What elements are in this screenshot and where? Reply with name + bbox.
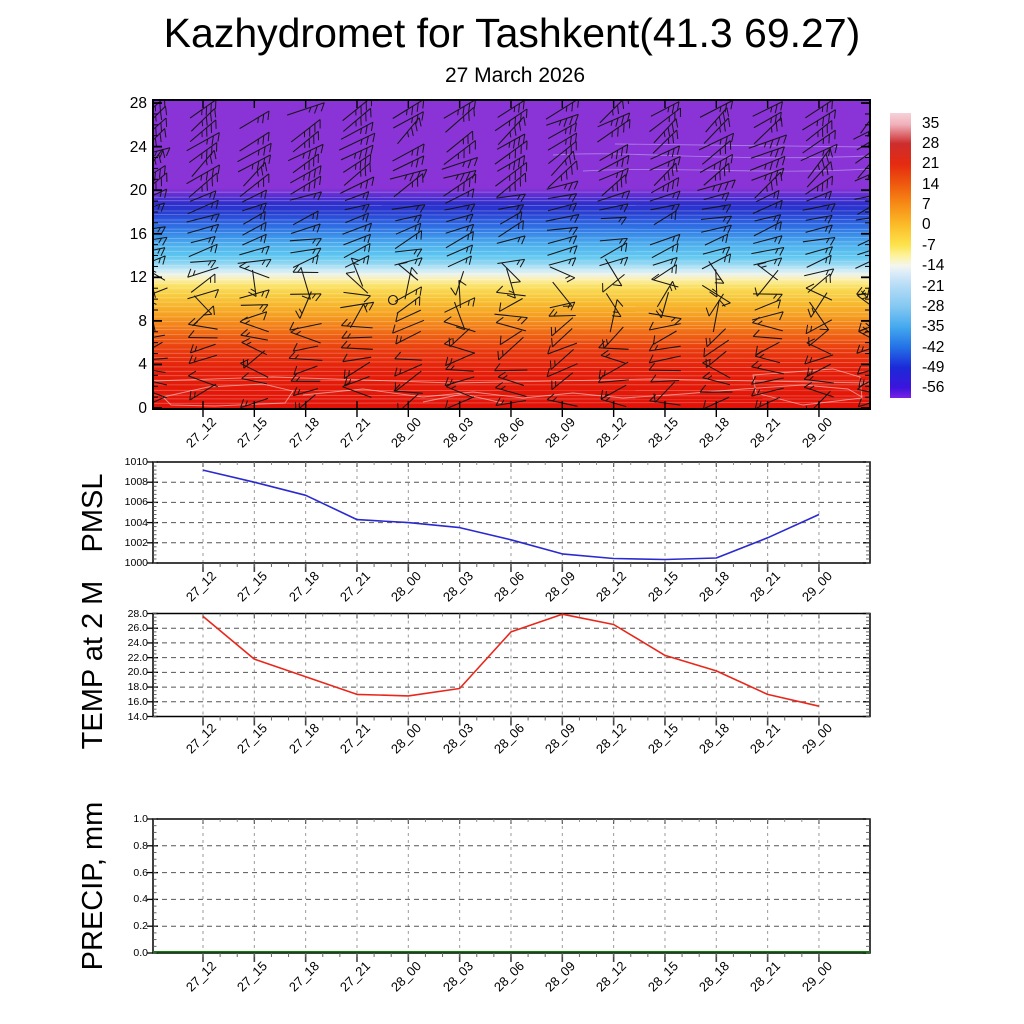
figure-title: Kazhydromet for Tashkent(41.3 69.27) bbox=[163, 10, 861, 56]
height-axis-tick-label: 0 bbox=[138, 400, 147, 417]
colorbar-tick-label: -14 bbox=[922, 257, 945, 275]
height-axis-tick-label: 8 bbox=[138, 312, 147, 330]
y-tick-label-temp: 16.0 bbox=[127, 695, 148, 708]
temperature-colorbar bbox=[890, 113, 911, 398]
y-tick-label-temp: 28.0 bbox=[127, 607, 148, 620]
y-tick-label-precip: 0.6 bbox=[133, 866, 148, 879]
y-tick-label-pmsl: 1008 bbox=[124, 476, 148, 489]
wind-barbs-overlay bbox=[153, 100, 870, 409]
colorbar-tick-label: -28 bbox=[922, 297, 945, 315]
y-tick-label-temp: 14.0 bbox=[127, 710, 148, 723]
colorbar-tick-label: 21 bbox=[922, 155, 940, 173]
colorbar-tick-label: 28 bbox=[922, 135, 940, 153]
height-axis-tick-label: 16 bbox=[129, 225, 147, 243]
figure-date-subtitle: 27 March 2026 bbox=[444, 64, 586, 87]
colorbar-tick-label: -49 bbox=[922, 358, 945, 376]
y-tick-label-precip: 0.2 bbox=[133, 920, 148, 933]
height-axis-tick-label: 20 bbox=[129, 182, 147, 200]
colorbar-tick-label: 0 bbox=[922, 216, 931, 234]
temperature-cross-section-panel bbox=[153, 100, 870, 409]
colorbar-tick-label: -56 bbox=[922, 379, 945, 397]
y-tick-label-precip: 0.4 bbox=[133, 893, 148, 906]
y-tick-label-pmsl: 1010 bbox=[124, 456, 148, 468]
y-tick-label-temp: 24.0 bbox=[127, 636, 148, 649]
y-tick-label-precip: 1.0 bbox=[133, 813, 148, 825]
y-tick-label-pmsl: 1000 bbox=[124, 557, 148, 569]
height-axis-tick-label: 24 bbox=[129, 138, 147, 156]
height-axis-tick-label: 28 bbox=[129, 95, 147, 113]
colorbar-tick-label: -21 bbox=[922, 277, 945, 295]
colorbar-tick-label: 7 bbox=[922, 196, 931, 214]
axis-title-temp: TEMP at 2 M bbox=[77, 580, 109, 750]
y-tick-label-temp: 18.0 bbox=[127, 681, 148, 694]
y-tick-label-pmsl: 1006 bbox=[124, 496, 148, 509]
colorbar-tick-label: -42 bbox=[922, 338, 945, 356]
y-tick-label-pmsl: 1002 bbox=[124, 536, 148, 549]
y-tick-label-precip: 0.8 bbox=[133, 839, 148, 852]
y-tick-label-temp: 20.0 bbox=[127, 666, 148, 679]
height-axis-tick-label: 12 bbox=[129, 269, 147, 287]
colorbar-tick-label: 35 bbox=[922, 114, 940, 132]
colorbar-tick-label: -35 bbox=[922, 318, 945, 336]
y-tick-label-precip: 0.0 bbox=[133, 947, 148, 959]
colorbar-tick-label: 14 bbox=[922, 175, 940, 193]
y-tick-label-temp: 22.0 bbox=[127, 651, 148, 664]
axis-title-precip: PRECIP, mm bbox=[77, 801, 109, 971]
colorbar-tick-label: -7 bbox=[922, 236, 936, 254]
y-tick-label-temp: 26.0 bbox=[127, 622, 148, 635]
y-tick-label-pmsl: 1004 bbox=[124, 516, 148, 529]
height-axis-tick-label: 4 bbox=[138, 356, 147, 374]
